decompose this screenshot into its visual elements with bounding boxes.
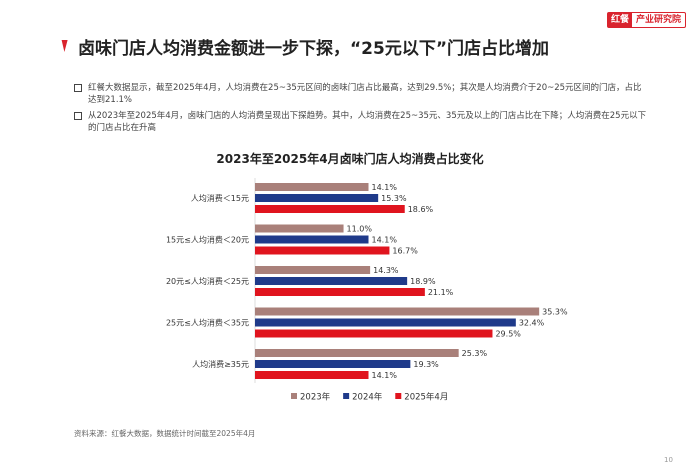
bar [255,235,369,244]
category-label: 15元≤人均消费＜20元 [166,235,249,245]
category-label: 20元≤人均消费＜25元 [166,276,249,286]
bar [255,329,493,338]
data-label: 29.5% [495,330,521,339]
data-label: 14.1% [372,183,398,192]
bar [255,205,405,213]
chart-title: 2023年至2025年4月卤味门店人均消费占比变化 [216,152,484,166]
category-label: 25元≤人均消费＜35元 [166,318,249,328]
data-label: 14.1% [372,371,398,380]
data-label: 19.3% [413,360,439,369]
bar [255,194,379,202]
bullet-item: 红餐大数据显示，截至2025年4月，人均消费在25~35元区间的卤味门店占比最高… [74,82,648,106]
legend-swatch [343,393,350,399]
bar [255,307,540,316]
source-note: 资料来源：红餐大数据，数据统计时间截至2025年4月 [74,429,256,438]
category-label: 人均消费＜15元 [191,193,249,203]
data-label: 15.3% [381,194,407,203]
bullet-box-icon [74,84,82,92]
bar [255,246,390,255]
bar [255,266,371,274]
bullet-box-icon [74,112,82,120]
bar [255,318,516,327]
legend-label: 2025年4月 [404,392,448,403]
data-label: 25.3% [462,349,488,358]
bar [255,360,411,368]
legend-label: 2024年 [352,392,383,403]
bar [255,371,369,379]
bar [255,277,408,285]
data-label: 35.3% [542,308,568,317]
page-number: 10 [664,456,673,464]
legend-swatch [291,393,297,399]
bar [255,183,369,191]
data-label: 18.9% [410,277,436,286]
bar [255,349,459,357]
bullet-text: 从2023年至2025年4月，卤味门店的人均消费呈现出下探趋势。其中，人均消费在… [88,111,647,133]
bar [255,224,344,233]
bullet-text: 红餐大数据显示，截至2025年4月，人均消费在25~35元区间的卤味门店占比最高… [88,83,642,105]
data-label: 21.1% [428,288,454,297]
legend-swatch [395,393,402,399]
bar [255,288,425,296]
data-label: 14.1% [372,236,398,245]
brand-logo: 红餐 产业研究院 [607,12,687,28]
data-label: 32.4% [519,319,545,328]
category-label: 人均消费≥35元 [192,359,249,369]
data-label: 11.0% [347,225,373,234]
logo-brand: 红餐 [608,13,633,27]
page-title: 卤味门店人均消费金额进一步下探，“25元以下”门店占比增加 [78,39,550,59]
bullet-item: 从2023年至2025年4月，卤味门店的人均消费呈现出下探趋势。其中，人均消费在… [74,110,648,134]
logo-text: 产业研究院 [636,15,682,25]
data-label: 16.7% [392,247,418,256]
data-label: 18.6% [408,205,434,214]
legend-label: 2023年 [300,392,331,403]
data-label: 14.3% [373,266,399,275]
